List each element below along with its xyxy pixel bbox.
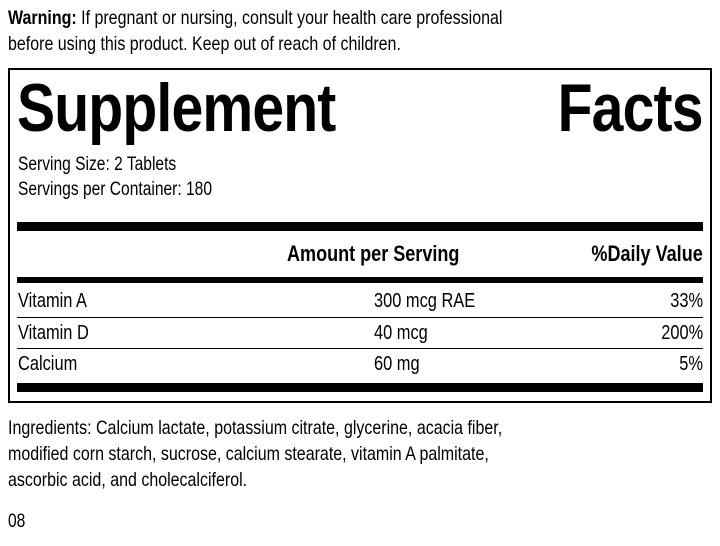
rule-under-headers	[17, 277, 703, 283]
warning-text: Warning: If pregnant or nursing, consult…	[8, 5, 720, 57]
table-row: Vitamin D 40 mcg 200%	[17, 318, 703, 349]
ingredients-line-2: modified corn starch, sucrose, calcium s…	[8, 443, 489, 465]
nutrient-amount: 300 mcg RAE	[374, 290, 476, 312]
rule-above-headers	[17, 222, 703, 231]
nutrient-daily-value: 5%	[679, 353, 703, 375]
nutrient-name: Vitamin D	[18, 322, 89, 344]
title-word-facts: Facts	[557, 70, 704, 146]
table-row: Vitamin A 300 mcg RAE 33%	[17, 286, 703, 317]
warning-line-1: Warning: If pregnant or nursing, consult…	[8, 5, 713, 31]
nutrient-amount: 60 mg	[374, 353, 420, 375]
supplement-facts-box: Supplement Facts Serving Size: 2 Tablets…	[8, 68, 712, 403]
column-header-daily-value: %Daily Value	[591, 241, 703, 266]
warning-label: Warning:	[8, 7, 77, 29]
page-title: Supplement Facts	[17, 70, 704, 146]
supplement-facts-inner: Supplement Facts Serving Size: 2 Tablets…	[10, 70, 710, 401]
row-separator	[17, 348, 703, 349]
nutrient-daily-value: 33%	[670, 290, 703, 312]
ingredients-line-1: Ingredients: Calcium lactate, potassium …	[8, 417, 503, 439]
footer-code: 08	[8, 511, 26, 532]
ingredients-line-3: ascorbic acid, and cholecalciferol.	[8, 469, 248, 491]
title-word-supplement: Supplement	[17, 70, 336, 146]
warning-line-2: before using this product. Keep out of r…	[8, 33, 401, 55]
row-separator	[17, 317, 703, 318]
servings-per-container: Servings per Container: 180	[18, 179, 213, 200]
warning-line-1-text: If pregnant or nursing, consult your hea…	[76, 7, 503, 29]
nutrient-name: Calcium	[18, 353, 78, 375]
table-column-headers: Amount per Serving %Daily Value	[17, 238, 703, 270]
ingredients-text: Ingredients: Calcium lactate, potassium …	[8, 415, 720, 493]
column-header-amount: Amount per Serving	[287, 241, 460, 266]
nutrient-daily-value: 200%	[661, 322, 703, 344]
serving-size: Serving Size: 2 Tablets	[18, 154, 177, 175]
nutrient-amount: 40 mcg	[374, 322, 428, 344]
nutrient-name: Vitamin A	[18, 290, 87, 312]
serving-info: Serving Size: 2 Tablets Servings per Con…	[18, 152, 255, 202]
table-row: Calcium 60 mg 5%	[17, 349, 703, 380]
rule-table-bottom	[17, 383, 703, 392]
